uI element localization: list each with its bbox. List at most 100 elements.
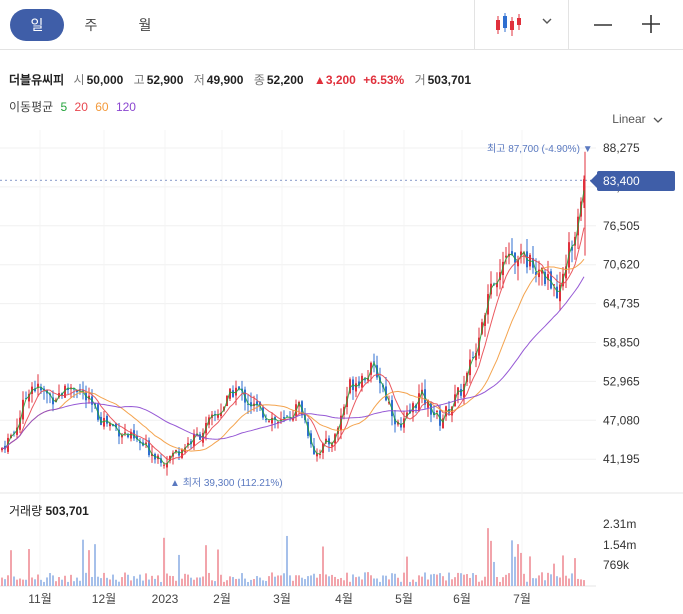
volume-bar — [331, 574, 333, 586]
volume-bar — [550, 574, 552, 586]
volume-bar — [37, 574, 39, 586]
volume-bar — [355, 577, 357, 586]
candle-body — [193, 433, 195, 447]
candle-body — [229, 388, 231, 399]
moving-average-label: 이동평균 — [9, 100, 54, 114]
volume-bar — [79, 580, 81, 586]
candle-body — [541, 267, 543, 274]
volume-bar — [487, 528, 489, 586]
candle-body — [55, 399, 57, 403]
volume-bar — [547, 572, 549, 586]
volume-tick-label: 1.54m — [603, 538, 636, 552]
volume-bar — [193, 579, 195, 586]
volume-bar — [556, 576, 558, 586]
candlestick-icon[interactable] — [494, 12, 522, 38]
candle-body — [370, 362, 372, 375]
chevron-down-icon[interactable] — [540, 14, 554, 28]
moving-average-legend[interactable]: 이동평균 5 20 60 120 — [9, 98, 140, 115]
candle-body — [436, 410, 438, 413]
volume-bar — [139, 574, 141, 586]
volume-bar — [469, 577, 471, 586]
volume-bar — [400, 581, 402, 586]
volume-bar — [196, 577, 198, 586]
date-tick-label: 3월 — [273, 592, 291, 606]
candle-body — [1, 448, 3, 451]
minus-icon[interactable] — [592, 14, 614, 36]
volume-bar — [55, 581, 57, 586]
candle-body — [400, 423, 402, 428]
volume-bar — [136, 578, 138, 586]
candle-body — [277, 421, 279, 423]
volume-bar — [367, 572, 369, 586]
candle-body — [418, 393, 420, 412]
candle-body — [64, 385, 66, 398]
date-tick-label: 2월 — [213, 592, 231, 606]
toolbar-divider — [474, 0, 475, 50]
candle-body — [448, 409, 450, 414]
volume-bar — [433, 573, 435, 586]
volume-bar — [280, 575, 282, 586]
volume-bar — [46, 577, 48, 586]
candle-body — [427, 399, 429, 408]
volume-bar — [439, 573, 441, 586]
volume-bar — [25, 579, 27, 586]
volume-bar — [397, 577, 399, 586]
open-label: 시 — [73, 73, 85, 87]
volume-bar — [472, 573, 474, 586]
volume-bar — [496, 577, 498, 586]
volume-bar — [235, 578, 237, 586]
candle-body — [28, 393, 30, 402]
candle-body — [178, 451, 180, 456]
candle-body — [316, 453, 318, 457]
candle-body — [37, 383, 39, 388]
date-tick-label: 2023 — [152, 592, 179, 606]
candle-body — [4, 445, 6, 450]
high-marker-icon: ▼ — [582, 144, 593, 155]
volume-bar — [73, 581, 75, 586]
volume-bar — [205, 545, 207, 586]
price-tick-label: 64,735 — [603, 297, 640, 311]
volume-bar — [385, 575, 387, 586]
volume-bar — [526, 581, 528, 586]
volume-bar — [406, 556, 408, 586]
volume-bar — [100, 578, 102, 586]
volume-bar — [430, 574, 432, 586]
volume-bar — [292, 580, 294, 586]
volume-bar — [220, 574, 222, 586]
candle-body — [169, 455, 171, 461]
close-label: 종 — [253, 73, 265, 87]
high-label: 고 — [133, 73, 145, 87]
high-value: 52,900 — [146, 73, 184, 87]
volume-bar — [169, 575, 171, 586]
candle-body — [220, 412, 222, 417]
volume-bar — [370, 575, 372, 586]
tab-daily[interactable]: 일 — [10, 9, 64, 41]
volume-bar — [382, 575, 384, 586]
volume-bar — [532, 578, 534, 586]
volume-panel-value: 503,701 — [45, 504, 89, 518]
volume-bar — [490, 540, 492, 586]
volume-bar — [481, 580, 483, 586]
candle-body — [256, 401, 258, 406]
volume-bar — [112, 574, 114, 586]
candle-body — [250, 402, 252, 407]
candle-body — [232, 390, 234, 397]
volume-bar — [511, 540, 513, 586]
candle-body — [571, 246, 573, 251]
volume-bar — [160, 581, 162, 586]
volume-bar — [172, 576, 174, 586]
scale-selector[interactable]: Linear — [612, 112, 663, 126]
tab-weekly[interactable]: 주 — [84, 17, 98, 33]
candle-body — [283, 417, 285, 419]
candle-body — [355, 383, 357, 392]
volume-bar — [418, 575, 420, 586]
low-marker-icon: ▲ — [170, 478, 180, 489]
volume-bar — [391, 573, 393, 586]
volume-bar — [211, 580, 213, 586]
volume-bar — [337, 579, 339, 586]
tab-monthly[interactable]: 월 — [138, 17, 152, 33]
plus-icon[interactable] — [640, 13, 662, 35]
volume-bar — [109, 579, 111, 586]
candle-body — [505, 255, 507, 258]
